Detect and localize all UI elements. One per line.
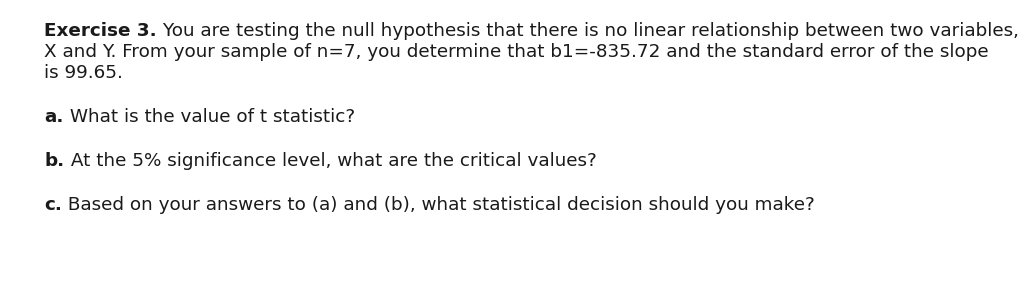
Text: Based on your answers to (a) and (b), what statistical decision should you make?: Based on your answers to (a) and (b), wh… [62,196,815,214]
Text: b.: b. [44,152,65,170]
Text: What is the value of t statistic?: What is the value of t statistic? [64,108,355,126]
Text: At the 5% significance level, what are the critical values?: At the 5% significance level, what are t… [65,152,596,170]
Text: c.: c. [44,196,62,214]
Text: X and Y. From your sample of n=7, you determine that b1=-835.72 and the standard: X and Y. From your sample of n=7, you de… [44,43,989,61]
Text: You are testing the null hypothesis that there is no linear relationship between: You are testing the null hypothesis that… [157,22,1019,40]
Text: a.: a. [44,108,64,126]
Text: is 99.65.: is 99.65. [44,64,123,82]
Text: Exercise 3.: Exercise 3. [44,22,157,40]
